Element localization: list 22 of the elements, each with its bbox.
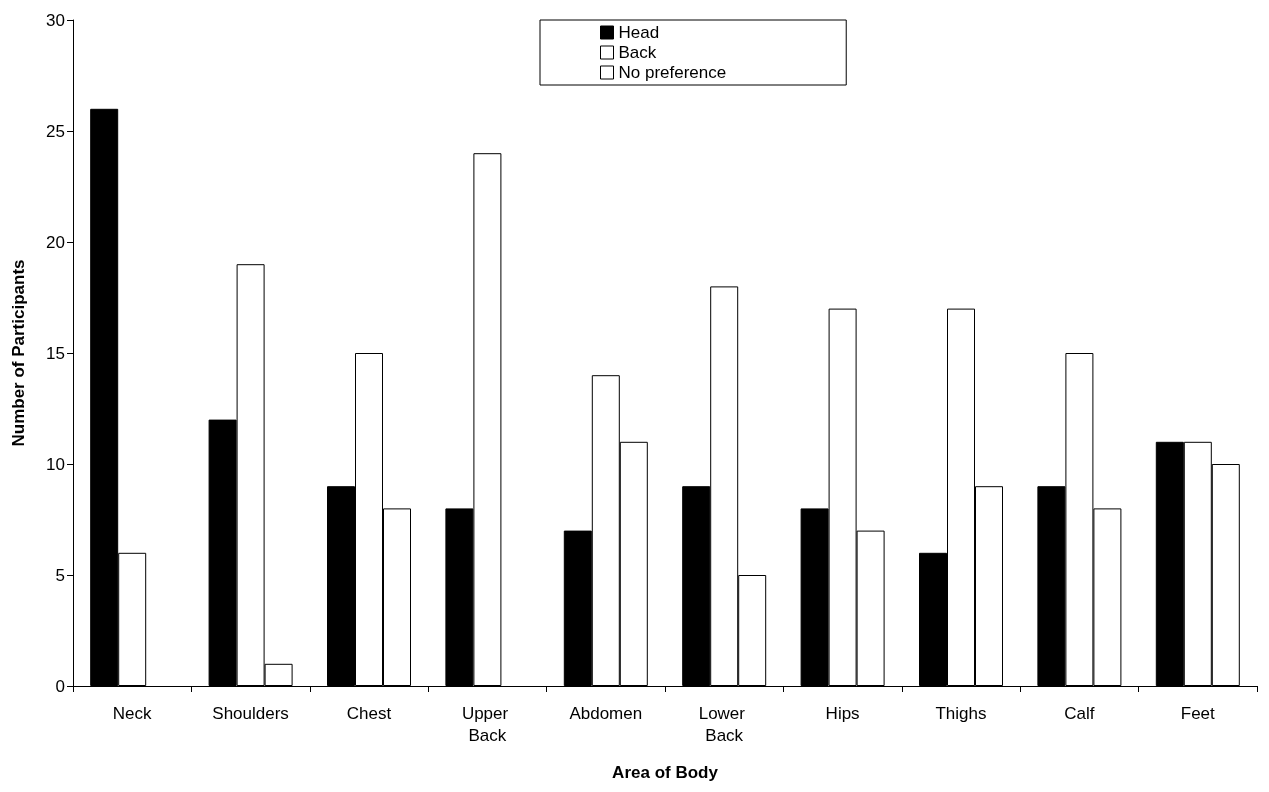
y-tick-label: 15: [46, 343, 65, 363]
y-tick-label: 10: [46, 454, 65, 474]
x-tick-label: Lower Back: [698, 703, 750, 745]
y-tick-label: 25: [46, 121, 65, 141]
legend-label: Head: [618, 23, 660, 42]
x-tick-label: Calf: [1064, 703, 1095, 723]
x-tick-label: Thighs: [935, 703, 987, 723]
legend-label: No preference: [618, 63, 727, 82]
x-tick-label: Abdomen: [569, 703, 643, 723]
x-tick-label: Upper Back: [461, 703, 513, 745]
y-tick-label: 0: [55, 676, 65, 696]
x-tick-label: Hips: [825, 703, 860, 723]
legend-label: Back: [618, 43, 657, 62]
x-tick-label: Feet: [1180, 703, 1216, 723]
y-axis-title: Number of Participants: [9, 259, 28, 447]
y-tick-label: 20: [46, 232, 65, 252]
x-tick-label: Neck: [112, 703, 153, 723]
y-tick-label: 30: [46, 10, 65, 30]
x-axis-title: Area of Body: [612, 763, 719, 782]
x-tick-label: Shoulders: [212, 703, 289, 723]
x-tick-label: Chest: [346, 703, 392, 723]
y-tick-label: 5: [55, 565, 65, 585]
